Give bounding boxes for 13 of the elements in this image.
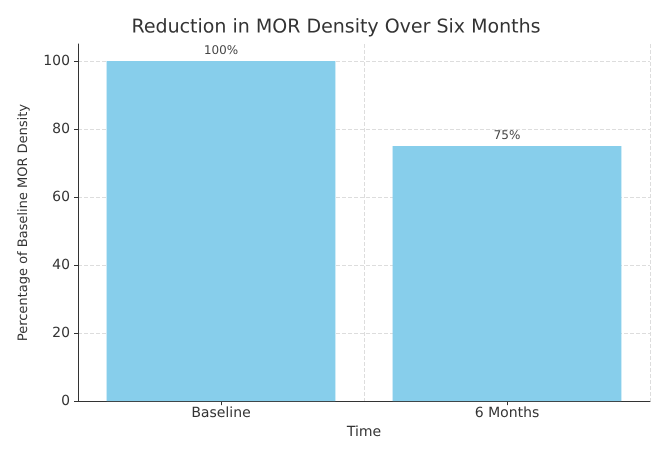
y-tick-label: 100	[43, 53, 70, 70]
x-axis-title: Time	[346, 424, 382, 440]
chart-title: Reduction in MOR Density Over Six Months	[131, 16, 541, 38]
x-tick-label: Baseline	[191, 405, 251, 422]
data-label: 100%	[204, 43, 238, 58]
x-tick-label: 6 Months	[474, 405, 540, 422]
y-tick-label: 0	[61, 393, 70, 410]
y-axis-title: Percentage of Baseline MOR Density	[16, 104, 31, 342]
y-tick-label: 60	[52, 189, 70, 206]
y-tick-label: 40	[52, 257, 70, 274]
data-label: 75%	[494, 128, 520, 142]
y-tick-label: 20	[52, 325, 70, 342]
y-tick-label: 80	[52, 121, 70, 138]
